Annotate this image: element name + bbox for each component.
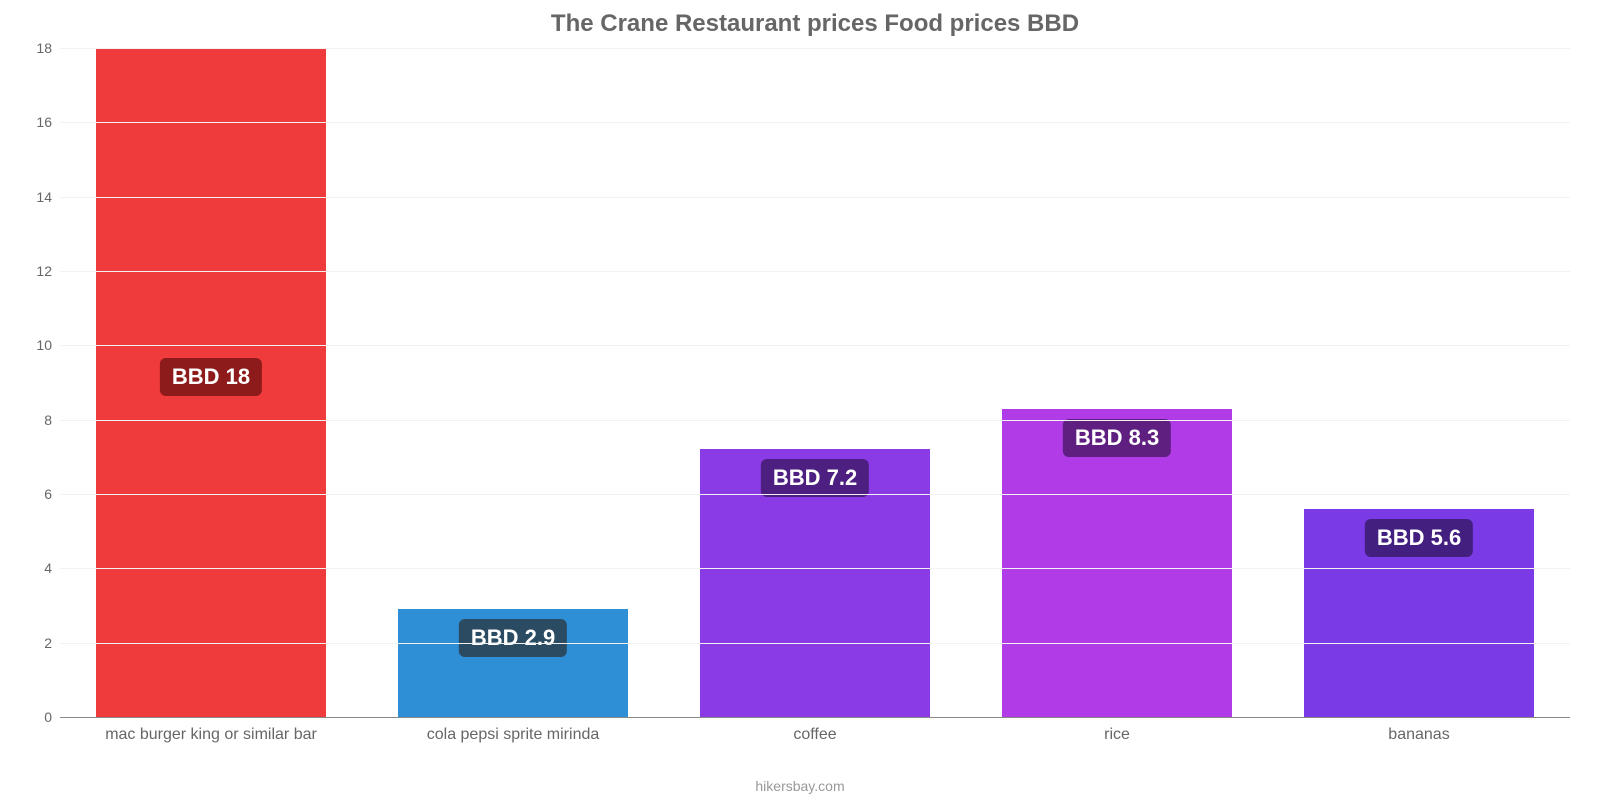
grid-line <box>60 420 1570 421</box>
bar-value-label: BBD 7.2 <box>761 459 869 497</box>
plot-area: BBD 18BBD 2.9BBD 7.2BBD 8.3BBD 5.6 02468… <box>60 48 1570 718</box>
y-tick-label: 16 <box>20 114 52 130</box>
bar-slot: BBD 8.3 <box>966 48 1268 717</box>
y-tick-label: 2 <box>20 635 52 651</box>
x-axis-label: cola pepsi sprite mirinda <box>362 726 664 744</box>
y-tick-label: 18 <box>20 40 52 56</box>
grid-line <box>60 271 1570 272</box>
y-tick-label: 6 <box>20 486 52 502</box>
bar-slot: BBD 18 <box>60 48 362 717</box>
y-tick-label: 10 <box>20 337 52 353</box>
bar-value-label: BBD 5.6 <box>1365 519 1473 557</box>
bar-value-label: BBD 18 <box>160 358 262 396</box>
y-tick-label: 0 <box>20 709 52 725</box>
chart-title: The Crane Restaurant prices Food prices … <box>60 10 1570 38</box>
bar-value-label: BBD 2.9 <box>459 619 567 657</box>
grid-line <box>60 197 1570 198</box>
grid-line <box>60 643 1570 644</box>
attribution-text: hikersbay.com <box>0 778 1600 794</box>
y-tick-label: 8 <box>20 412 52 428</box>
grid-line <box>60 345 1570 346</box>
x-axis-label: rice <box>966 726 1268 744</box>
price-bar-chart: The Crane Restaurant prices Food prices … <box>0 0 1600 800</box>
x-axis-label: bananas <box>1268 726 1570 744</box>
bars-container: BBD 18 BBD 2.9 BBD 7.2 BBD 8.3 BBD 5.6 <box>60 48 1570 717</box>
bar-value-label: BBD 8.3 <box>1063 419 1171 457</box>
bar-slot: BBD 2.9 <box>362 48 664 717</box>
grid-line <box>60 494 1570 495</box>
x-axis-labels: mac burger king or similar barcola pepsi… <box>60 726 1570 744</box>
bar-slot: BBD 7.2 <box>664 48 966 717</box>
x-axis-label: mac burger king or similar bar <box>60 726 362 744</box>
grid-line <box>60 122 1570 123</box>
grid-line <box>60 48 1570 49</box>
bar-slot: BBD 5.6 <box>1268 48 1570 717</box>
x-axis-label: coffee <box>664 726 966 744</box>
y-tick-label: 4 <box>20 560 52 576</box>
y-tick-label: 12 <box>20 263 52 279</box>
y-tick-label: 14 <box>20 189 52 205</box>
grid-line <box>60 568 1570 569</box>
